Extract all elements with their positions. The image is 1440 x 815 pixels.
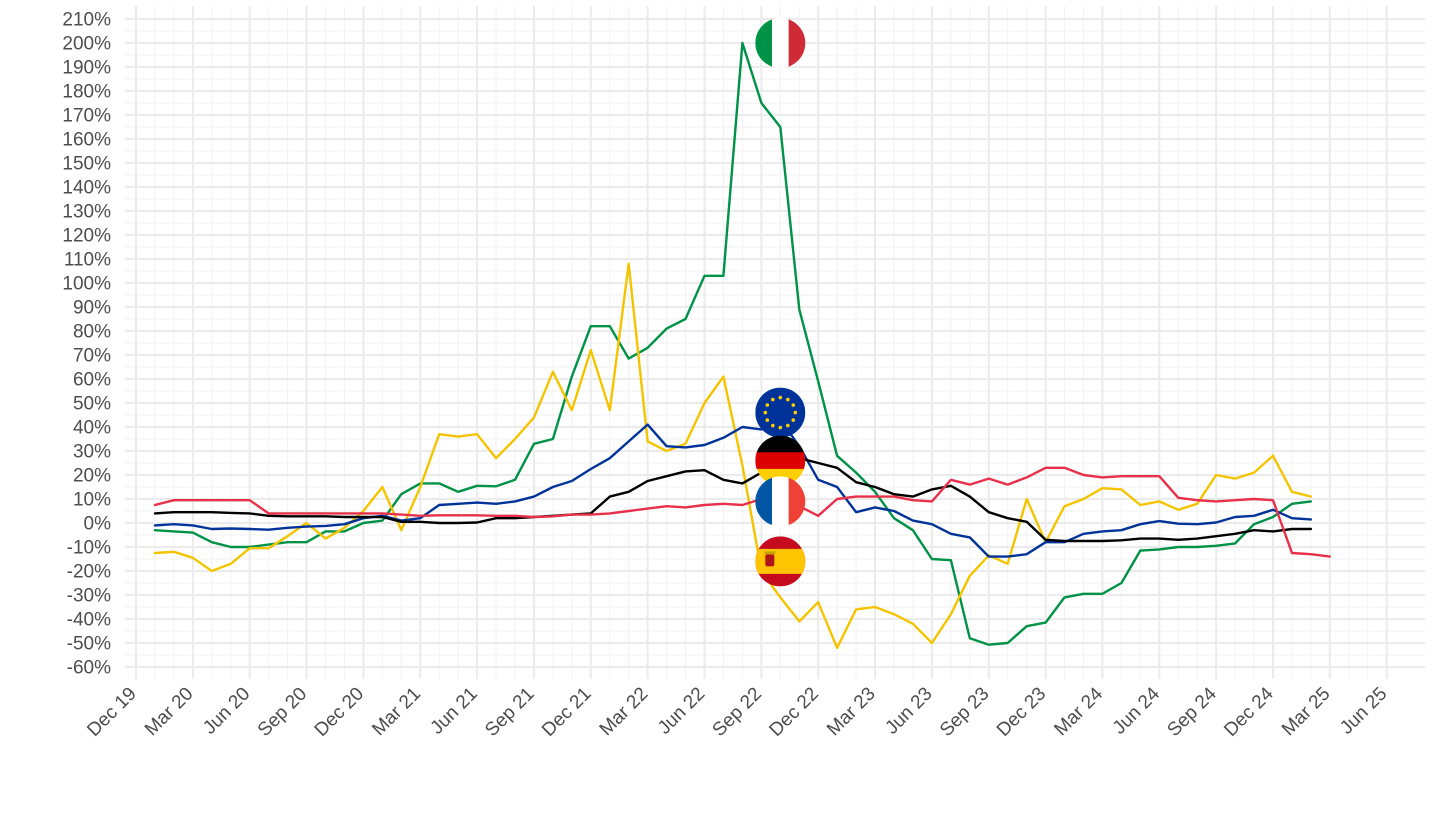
y-tick-label: 60% [73,370,111,391]
x-tick-label: Dec 20 [311,684,368,741]
y-tick-label: 200% [62,34,111,55]
y-tick-label: -20% [67,562,111,583]
x-tick-label: Mar 21 [368,684,425,741]
x-tick-label: Jun 21 [427,684,482,739]
x-tick-label: Dec 23 [993,684,1050,741]
x-tick-label: Jun 20 [199,684,254,739]
x-tick-label: Mar 22 [596,684,653,741]
y-tick-label: -40% [67,610,111,631]
y-tick-label: -10% [67,538,111,559]
y-tick-label: 130% [62,202,111,223]
y-tick-label: 170% [62,106,111,127]
y-tick-label: 190% [62,58,111,79]
x-tick-label: Sep 22 [709,684,766,741]
series-line-italy-flag [155,43,1311,645]
italy-flag-icon [755,18,806,68]
y-tick-label: 100% [62,274,111,295]
y-tick-label: 120% [62,226,111,247]
y-axis: -60% -50% -40% -30% -20% -10% 0% 10% 20% 30% 40% 50… [62,10,111,679]
x-tick-label: Sep 21 [481,684,538,741]
x-tick-label: Jun 24 [1109,683,1164,738]
x-tick-label: Sep 23 [936,684,993,741]
y-tick-label: 210% [62,10,111,31]
y-tick-label: 90% [73,298,111,319]
eu-flag-icon [755,388,805,438]
y-tick-label: 70% [73,346,111,367]
x-tick-label: Mar 20 [141,684,198,741]
x-tick-label: Sep 20 [254,684,311,741]
y-tick-label: 10% [73,490,111,511]
x-tick-label: Dec 19 [83,684,140,741]
spain-flag-icon [755,536,805,586]
x-tick-label: Dec 21 [538,684,595,741]
y-tick-label: -60% [67,658,111,679]
x-tick-label: Mar 25 [1278,684,1335,741]
y-tick-label: 50% [73,394,111,415]
x-tick-label: Mar 24 [1050,683,1107,740]
france-flag-icon [755,476,806,526]
y-tick-label: 20% [73,466,111,487]
x-tick-label: Sep 24 [1163,683,1221,741]
y-tick-label: 110% [64,250,111,271]
y-tick-label: 30% [73,442,111,463]
x-tick-label: Dec 24 [1220,683,1278,741]
x-tick-label: Jun 25 [1336,684,1391,739]
x-tick-label: Jun 23 [881,684,936,739]
y-tick-label: 160% [62,130,111,151]
x-tick-label: Dec 22 [765,684,822,741]
y-tick-label: 40% [73,418,111,439]
series-line-spain-flag [155,264,1311,648]
y-tick-label: 0% [84,514,112,535]
y-tick-label: -50% [67,634,111,655]
y-tick-label: 140% [62,178,111,199]
y-tick-label: 150% [62,154,111,175]
y-tick-label: -30% [67,586,111,607]
x-tick-label: Jun 22 [654,684,709,739]
x-tick-label: Mar 23 [823,684,880,741]
y-tick-label: 180% [62,82,111,103]
y-tick-label: 80% [73,322,111,343]
